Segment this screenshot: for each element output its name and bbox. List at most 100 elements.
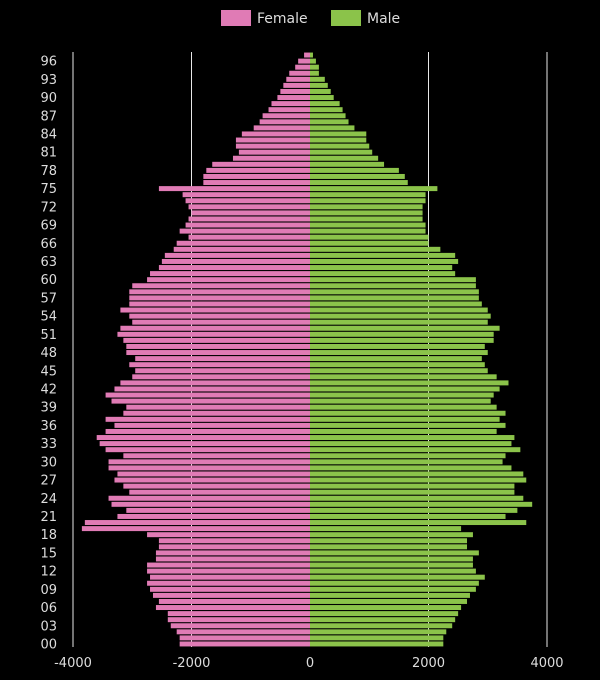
female-bar-92	[283, 82, 310, 88]
y-tick-label-30: 30	[40, 455, 57, 470]
female-bar-45	[135, 368, 310, 374]
female-bar-19	[81, 526, 310, 532]
y-tick-label-21: 21	[40, 510, 57, 525]
female-bar-77	[203, 173, 310, 179]
male-bar-74	[310, 192, 426, 198]
female-bar-17	[158, 538, 310, 544]
male-bar-54	[310, 313, 491, 319]
female-bar-79	[212, 161, 310, 167]
male-bar-32	[310, 447, 521, 453]
legend: Female Male	[221, 10, 400, 27]
female-bar-12	[147, 568, 310, 574]
female-bar-83	[235, 137, 310, 143]
y-tick-label-93: 93	[40, 73, 57, 88]
y-tick-label-09: 09	[40, 583, 57, 598]
male-bar-52	[310, 325, 500, 331]
female-bar-50	[123, 337, 310, 343]
female-bar-68	[179, 228, 310, 234]
y-tick-label-72: 72	[40, 200, 57, 215]
male-bar-14	[310, 556, 473, 562]
male-bar-04	[310, 617, 456, 623]
male-bar-45	[310, 368, 488, 374]
male-bar-27	[310, 477, 527, 483]
male-bar-95	[310, 64, 319, 70]
female-bar-84	[241, 131, 310, 137]
female-bar-75	[158, 186, 310, 192]
female-bars	[81, 52, 311, 647]
female-bar-96	[298, 58, 310, 64]
y-tick-label-00: 00	[40, 637, 57, 652]
female-bar-74	[182, 192, 310, 198]
male-bar-77	[310, 173, 405, 179]
female-bar-51	[117, 331, 310, 337]
y-tick-label-12: 12	[40, 565, 57, 580]
male-bar-37	[310, 416, 500, 422]
male-bar-21	[310, 513, 506, 519]
y-tick-label-18: 18	[40, 528, 57, 543]
y-tick-label-36: 36	[40, 419, 57, 434]
y-tick-label-45: 45	[40, 364, 57, 379]
male-bar-83	[310, 137, 367, 143]
male-bar-26	[310, 483, 515, 489]
female-bar-27	[114, 477, 310, 483]
male-bar-93	[310, 76, 325, 82]
female-bar-66	[176, 240, 310, 246]
female-bar-85	[253, 125, 310, 131]
x-tick-label--2000: -2000	[173, 656, 211, 671]
y-tick-label-66: 66	[40, 237, 57, 252]
male-bar-09	[310, 586, 476, 592]
y-tick-label-96: 96	[40, 55, 57, 70]
male-bar-36	[310, 422, 506, 428]
female-bar-65	[173, 246, 310, 252]
y-tick-label-03: 03	[40, 619, 57, 634]
male-bar-20	[310, 520, 527, 526]
male-bar-64	[310, 252, 456, 258]
female-bar-94	[289, 70, 310, 76]
y-tick-label-15: 15	[40, 546, 57, 561]
female-bar-16	[158, 544, 310, 550]
legend-swatch-female	[221, 10, 251, 26]
female-bar-76	[203, 180, 310, 186]
female-bar-97	[304, 52, 310, 58]
female-bar-54	[129, 313, 310, 319]
y-tick-label-90: 90	[40, 91, 57, 106]
male-bar-59	[310, 283, 476, 289]
female-bar-80	[232, 155, 310, 161]
female-bar-67	[188, 234, 310, 240]
male-bar-44	[310, 374, 497, 380]
male-bar-57	[310, 295, 479, 301]
female-bar-30	[108, 459, 310, 465]
female-bar-55	[120, 307, 311, 313]
male-bar-28	[310, 471, 524, 477]
male-bar-50	[310, 337, 494, 343]
y-tick-label-06: 06	[40, 601, 57, 616]
female-bar-04	[167, 617, 310, 623]
female-bar-23	[111, 501, 310, 507]
male-bar-65	[310, 246, 441, 252]
female-bar-22	[126, 507, 310, 513]
y-tick-label-63: 63	[40, 255, 57, 270]
male-bar-81	[310, 149, 373, 155]
female-bar-88	[268, 107, 310, 113]
male-bar-67	[310, 234, 429, 240]
female-bar-86	[259, 119, 310, 125]
female-bar-05	[167, 611, 310, 617]
female-bar-82	[235, 143, 310, 149]
male-bar-11	[310, 574, 485, 580]
male-bar-61	[310, 271, 456, 277]
female-bar-10	[147, 580, 310, 586]
female-bar-21	[117, 513, 310, 519]
y-tick-label-24: 24	[40, 492, 57, 507]
y-tick-label-54: 54	[40, 310, 57, 325]
male-bar-87	[310, 113, 346, 119]
male-bar-89	[310, 101, 340, 107]
male-bar-90	[310, 95, 334, 101]
female-bar-26	[123, 483, 310, 489]
male-bar-66	[310, 240, 429, 246]
male-bar-08	[310, 592, 470, 598]
female-bar-81	[238, 149, 310, 155]
male-bar-18	[310, 532, 473, 538]
y-tick-label-48: 48	[40, 346, 57, 361]
